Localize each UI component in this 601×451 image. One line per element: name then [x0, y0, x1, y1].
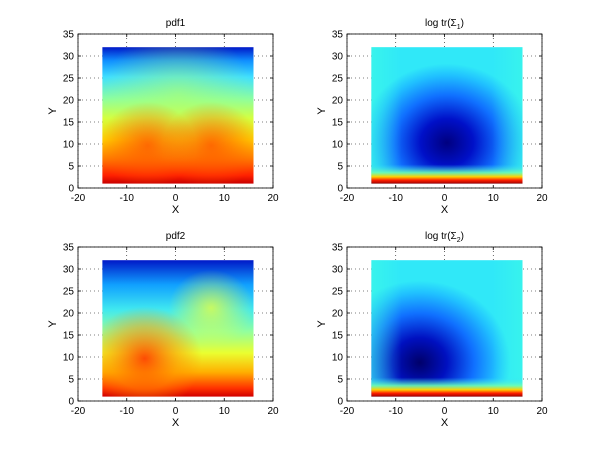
y-tick-label: 15	[63, 331, 75, 342]
y-tick-label: 0	[337, 397, 343, 408]
y-tick-label: 25	[63, 74, 75, 85]
y-tick-label: 20	[63, 96, 75, 107]
x-tick-label: 10	[219, 193, 231, 204]
y-tick-label: 25	[63, 287, 75, 298]
y-tick-label: 5	[337, 375, 343, 386]
heatmap-layer	[371, 47, 523, 184]
heatmap-image	[371, 47, 523, 184]
x-axis-label: X	[441, 417, 449, 429]
y-tick-label: 5	[68, 375, 74, 386]
y-tick-label: 25	[332, 287, 344, 298]
y-tick-label: 10	[63, 140, 75, 151]
subplot-title: pdf2	[166, 231, 186, 242]
y-tick-label: 5	[68, 162, 74, 173]
x-tick-label: -20	[71, 406, 86, 417]
y-tick-label: 25	[332, 74, 344, 85]
x-tick-label: -10	[389, 406, 404, 417]
y-tick-label: 0	[68, 184, 74, 195]
y-tick-label: 15	[63, 118, 75, 129]
subplot-title: log tr(Σ1)	[425, 18, 464, 31]
x-tick-label: -10	[389, 193, 404, 204]
x-tick-label: 20	[536, 193, 548, 204]
x-axis-label: X	[441, 204, 449, 216]
subplot-title: pdf1	[166, 18, 186, 29]
x-tick-label: -10	[120, 193, 135, 204]
x-tick-label: -20	[71, 193, 86, 204]
y-tick-label: 15	[332, 118, 344, 129]
x-tick-label: 10	[488, 193, 500, 204]
y-tick-label: 35	[332, 243, 344, 254]
y-tick-label: 20	[332, 309, 344, 320]
y-axis-label: Y	[47, 320, 59, 328]
heatmap-layer	[102, 47, 254, 184]
y-tick-label: 15	[332, 331, 344, 342]
y-tick-label: 35	[332, 30, 344, 41]
y-tick-label: 5	[337, 162, 343, 173]
x-tick-label: 20	[267, 406, 279, 417]
y-tick-label: 30	[332, 52, 344, 63]
y-axis-label: Y	[47, 107, 59, 115]
y-tick-label: 30	[63, 52, 75, 63]
x-tick-label: 0	[173, 406, 179, 417]
y-tick-label: 35	[63, 243, 75, 254]
heatmap-layer	[371, 260, 523, 397]
heatmap-image	[371, 260, 523, 397]
x-tick-label: 0	[442, 406, 448, 417]
y-tick-label: 10	[63, 353, 75, 364]
y-tick-label: 20	[63, 309, 75, 320]
x-tick-label: 10	[219, 406, 231, 417]
x-tick-label: 20	[267, 193, 279, 204]
y-tick-label: 0	[68, 397, 74, 408]
y-axis-label: Y	[316, 320, 328, 328]
x-tick-label: 10	[488, 406, 500, 417]
y-tick-label: 10	[332, 140, 344, 151]
x-tick-label: -20	[340, 193, 355, 204]
heatmap-image	[102, 260, 254, 397]
y-tick-label: 10	[332, 353, 344, 364]
heatmap-layer	[102, 260, 254, 397]
y-axis-label: Y	[316, 107, 328, 115]
y-tick-label: 0	[337, 184, 343, 195]
y-tick-label: 35	[63, 30, 75, 41]
subplot-title: log tr(Σ2)	[425, 231, 464, 244]
y-tick-label: 30	[332, 265, 344, 276]
y-tick-label: 20	[332, 96, 344, 107]
x-tick-label: 20	[536, 406, 548, 417]
y-tick-label: 30	[63, 265, 75, 276]
heatmap-image	[102, 47, 254, 184]
x-tick-label: 0	[442, 193, 448, 204]
x-tick-label: 0	[173, 193, 179, 204]
x-axis-label: X	[172, 417, 180, 429]
x-tick-label: -10	[120, 406, 135, 417]
x-tick-label: -20	[340, 406, 355, 417]
x-axis-label: X	[172, 204, 180, 216]
